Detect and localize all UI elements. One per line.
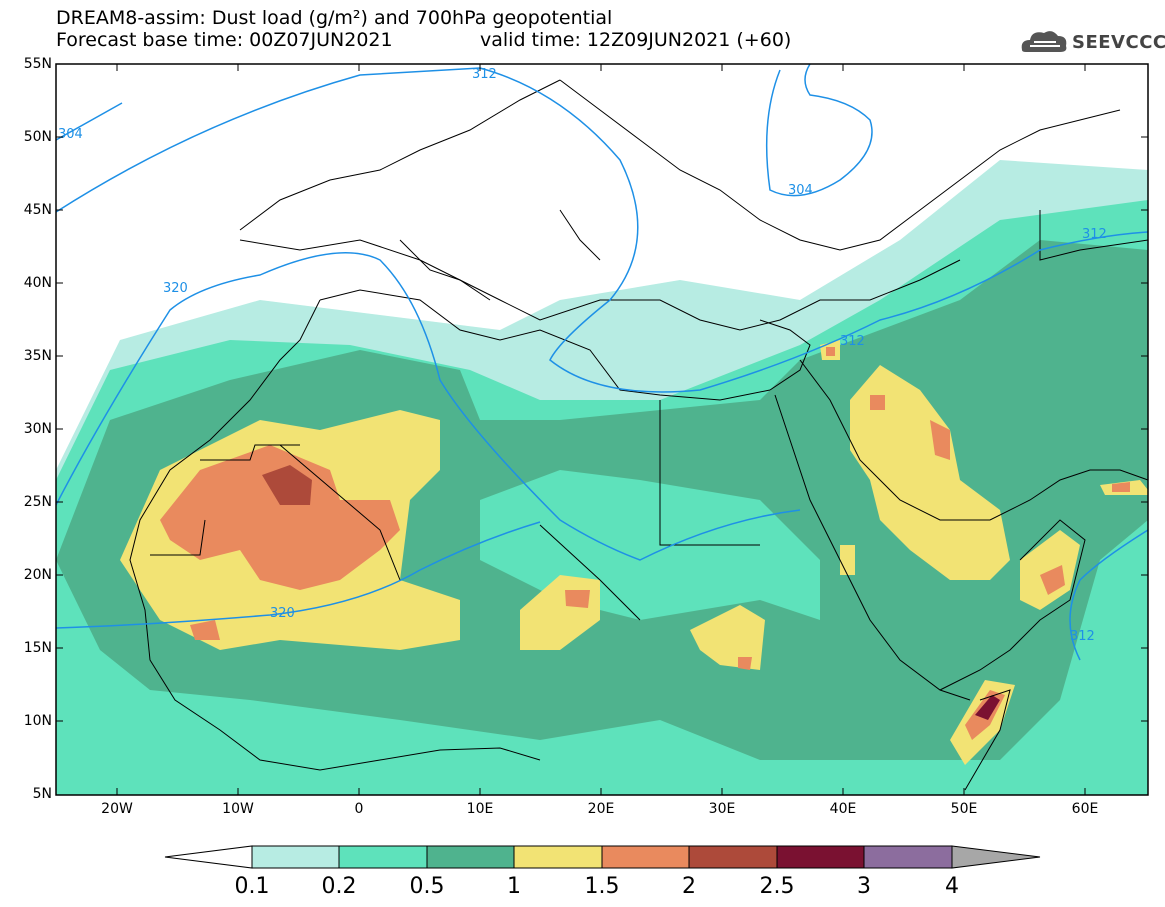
lon-label: 20W — [101, 801, 133, 817]
colorbar-cell — [251, 845, 340, 869]
colorbar-label: 0.2 — [321, 874, 357, 899]
dust-field — [56, 64, 1148, 795]
colorbar-label: 2 — [682, 874, 696, 899]
axis-ticks — [56, 63, 1148, 795]
contour-label: 304 — [788, 183, 813, 198]
dust-1-arabia — [850, 365, 1010, 580]
geopotential-contours — [56, 64, 1148, 661]
lat-label: 45N — [23, 202, 52, 218]
colorbar-cell — [863, 845, 953, 869]
colorbar — [164, 845, 1041, 869]
colorbar-cell — [513, 845, 603, 869]
seevccc-logo: SEEVCCC — [1072, 32, 1165, 53]
valid-time: valid time: 12Z09JUN2021 (+60) — [480, 29, 792, 51]
dust-2-west-africa — [262, 465, 312, 505]
lat-label: 15N — [23, 640, 52, 656]
lat-label: 35N — [23, 348, 52, 364]
colorbar-label: 1 — [507, 874, 521, 899]
colorbar-cell — [688, 845, 778, 869]
contour-label: 312 — [1070, 629, 1095, 644]
lon-label: 50E — [950, 801, 978, 817]
contour-label: 312 — [840, 334, 865, 349]
colorbar-cell — [338, 845, 428, 869]
lat-label: 50N — [23, 129, 52, 145]
map-title: DREAM8-assim: Dust load (g/m²) and 700hP… — [56, 7, 613, 29]
lon-label: 40E — [829, 801, 857, 817]
lat-label: 55N — [23, 56, 52, 72]
colorbar-label: 1.5 — [584, 874, 620, 899]
colorbar-label: 4 — [945, 874, 959, 899]
lon-label: 20E — [587, 801, 615, 817]
contour-label: 304 — [58, 127, 83, 142]
contour-label: 312 — [472, 67, 497, 82]
lon-label: 0 — [354, 801, 364, 817]
cloud-icon — [1021, 31, 1067, 52]
lat-label: 10N — [23, 713, 52, 729]
lon-label: 10W — [222, 801, 254, 817]
lon-label: 60E — [1071, 801, 1099, 817]
lat-label: 5N — [32, 786, 52, 802]
contour-label: 320 — [163, 281, 188, 296]
lon-label: 10E — [466, 801, 494, 817]
forecast-base-time: Forecast base time: 00Z07JUN2021 — [56, 29, 393, 51]
lat-label: 20N — [23, 567, 52, 583]
lat-label: 40N — [23, 275, 52, 291]
colorbar-label: 0.1 — [234, 874, 270, 899]
coastlines — [129, 79, 1148, 791]
lon-label: 30E — [708, 801, 736, 817]
colorbar-under-arrow — [164, 845, 253, 869]
colorbar-cell — [426, 845, 515, 869]
contour-label: 320 — [270, 606, 295, 621]
colorbar-label: 3 — [857, 874, 871, 899]
colorbar-label: 2.5 — [759, 874, 795, 899]
colorbar-label: 0.5 — [409, 874, 445, 899]
contour-label: 312 — [1082, 227, 1107, 242]
colorbar-cell — [601, 845, 690, 869]
lat-label: 30N — [23, 421, 52, 437]
dust-1.5-west-africa — [160, 445, 400, 590]
colorbar-over-arrow — [951, 845, 1041, 869]
lat-label: 25N — [23, 494, 52, 510]
colorbar-cell — [776, 845, 865, 869]
